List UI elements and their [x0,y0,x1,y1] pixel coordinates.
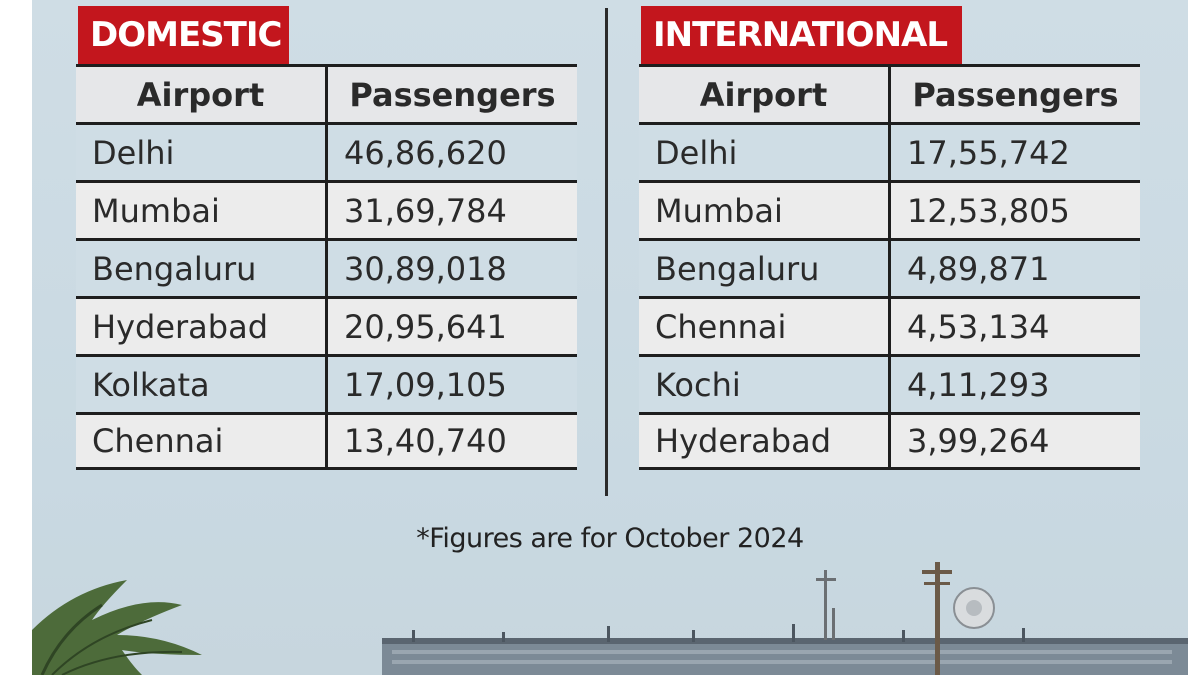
airport-cell: Hyderabad [639,412,891,470]
airport-cell: Bengaluru [76,238,328,296]
passengers-cell: 20,95,641 [328,296,577,354]
table-row: Delhi 17,55,742 [639,122,1140,180]
column-header-airport: Airport [639,64,891,122]
airport-cell: Bengaluru [639,238,891,296]
airport-cell: Delhi [639,122,891,180]
passengers-cell: 17,09,105 [328,354,577,412]
infographic-panel: DOMESTIC INTERNATIONAL Airport Passenger… [32,0,1188,675]
palm-tree-icon [32,580,202,675]
airport-cell: Mumbai [76,180,328,238]
airport-cell: Chennai [639,296,891,354]
domestic-table: Airport Passengers Delhi 46,86,620 Mumba… [76,64,577,470]
footnote: *Figures are for October 2024 [416,523,804,554]
table-row: Delhi 46,86,620 [76,122,577,180]
table-row: Mumbai 12,53,805 [639,180,1140,238]
passengers-cell: 31,69,784 [328,180,577,238]
airport-cell: Delhi [76,122,328,180]
terminal-building [382,624,1188,675]
table-row: Chennai 13,40,740 [76,412,577,470]
table-row: Kochi 4,11,293 [639,354,1140,412]
table-row: Mumbai 31,69,784 [76,180,577,238]
table-header-row: Airport Passengers [639,64,1140,122]
passengers-cell: 13,40,740 [328,412,577,470]
column-header-airport: Airport [76,64,328,122]
column-header-passengers: Passengers [891,64,1140,122]
table-row: Hyderabad 20,95,641 [76,296,577,354]
international-table: Airport Passengers Delhi 17,55,742 Mumba… [639,64,1140,470]
table-row: Bengaluru 4,89,871 [639,238,1140,296]
passengers-cell: 4,53,134 [891,296,1140,354]
section-divider [605,8,608,496]
passengers-cell: 3,99,264 [891,412,1140,470]
airport-cell: Chennai [76,412,328,470]
passengers-cell: 46,86,620 [328,122,577,180]
table-row: Bengaluru 30,89,018 [76,238,577,296]
table-row: Chennai 4,53,134 [639,296,1140,354]
airport-terminal-photo [32,562,1188,675]
column-header-passengers: Passengers [328,64,577,122]
passengers-cell: 4,11,293 [891,354,1140,412]
antenna-tower-icon [816,562,995,675]
airport-cell: Kolkata [76,354,328,412]
passengers-cell: 17,55,742 [891,122,1140,180]
international-title: INTERNATIONAL [641,6,962,64]
airport-cell: Mumbai [639,180,891,238]
passengers-cell: 30,89,018 [328,238,577,296]
table-row: Kolkata 17,09,105 [76,354,577,412]
domestic-title: DOMESTIC [78,6,289,64]
passengers-cell: 4,89,871 [891,238,1140,296]
airport-cell: Hyderabad [76,296,328,354]
table-row: Hyderabad 3,99,264 [639,412,1140,470]
table-header-row: Airport Passengers [76,64,577,122]
airport-cell: Kochi [639,354,891,412]
passengers-cell: 12,53,805 [891,180,1140,238]
